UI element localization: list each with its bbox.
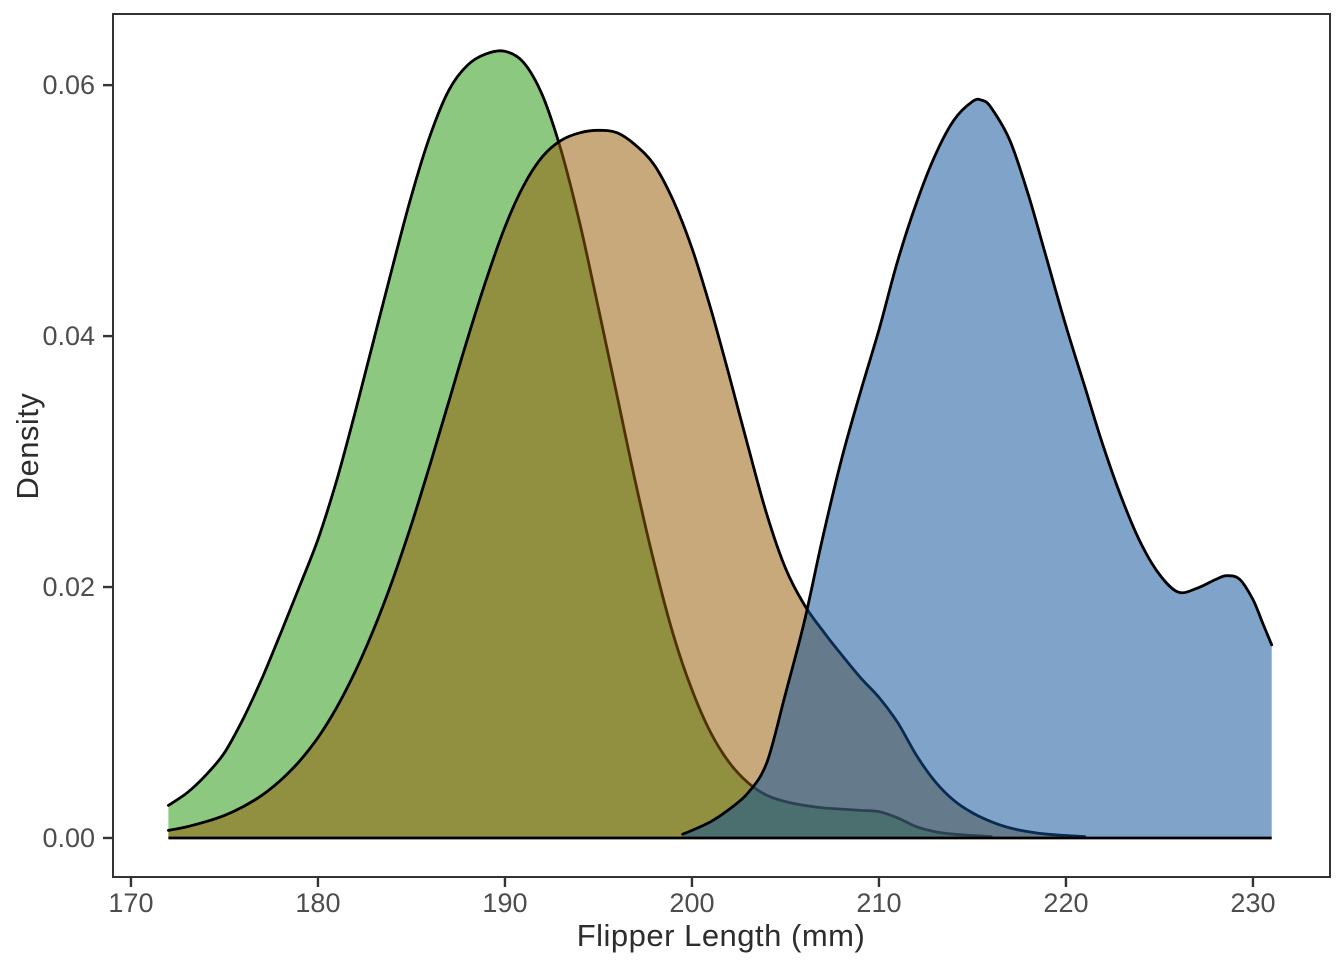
x-axis-title: Flipper Length (mm) (577, 918, 866, 953)
y-axis-title: Density (10, 393, 45, 500)
y-tick-label: 0.00 (42, 823, 95, 853)
density-area-tan (168, 130, 1085, 839)
y-axis-ticks: 0.00 0.02 0.04 0.06 (42, 70, 112, 853)
x-tick-label: 180 (295, 888, 340, 918)
x-tick-label: 230 (1230, 888, 1275, 918)
x-tick-label: 210 (856, 888, 901, 918)
density-areas (167, 49, 1274, 840)
density-line-blue (681, 97, 1274, 836)
density-area-blue (682, 99, 1272, 838)
y-tick-label: 0.02 (42, 572, 95, 602)
x-tick-label: 170 (108, 888, 153, 918)
x-tick-label: 220 (1043, 888, 1088, 918)
y-tick-label: 0.06 (42, 70, 95, 100)
x-tick-label: 200 (669, 888, 714, 918)
x-axis-ticks: 170 180 190 200 210 220 230 (108, 878, 1275, 918)
y-tick-label: 0.04 (42, 321, 95, 351)
x-tick-label: 190 (482, 888, 527, 918)
